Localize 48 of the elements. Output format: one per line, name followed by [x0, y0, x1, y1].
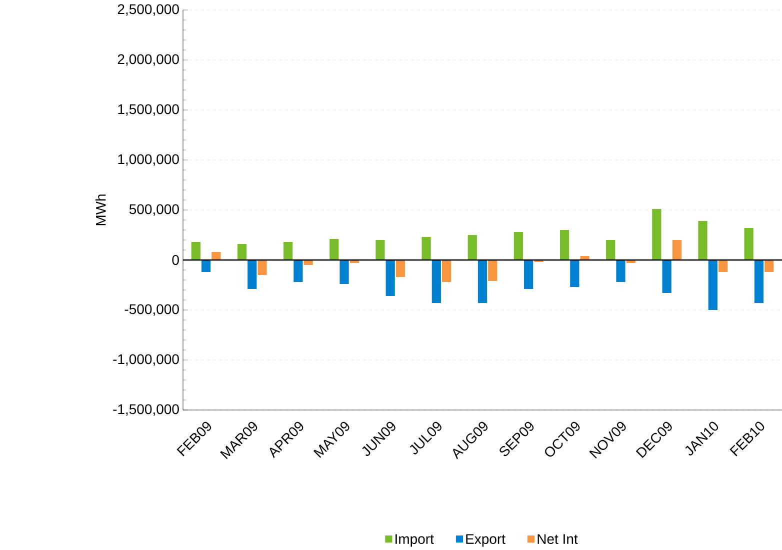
y-tick-label: 2,500,000: [118, 4, 179, 16]
y-tick-label: 2,000,000: [118, 54, 179, 66]
bar: [652, 209, 662, 260]
bar: [432, 260, 441, 303]
bar: [442, 260, 452, 282]
legend-label: Import: [396, 534, 434, 547]
bar: [514, 232, 524, 260]
y-axis-title: MWh: [96, 194, 106, 226]
bar: [468, 235, 477, 260]
legend-label: Net Int: [538, 534, 578, 544]
bar: [422, 237, 431, 260]
bar: [524, 260, 534, 289]
bar: [570, 260, 580, 287]
bar: [201, 260, 211, 272]
bar: [560, 230, 570, 260]
bar: [396, 260, 406, 277]
bar: [718, 260, 728, 272]
y-tick-label: 500,000: [129, 204, 179, 216]
bar: [330, 239, 339, 260]
bar: [340, 260, 349, 284]
bar: [212, 252, 221, 260]
bar: [708, 260, 718, 310]
bar: [744, 228, 754, 260]
bar: [662, 260, 672, 293]
bar: [258, 260, 267, 275]
bar: [488, 260, 498, 281]
bar: [478, 260, 488, 303]
bar: [672, 240, 682, 260]
bar: [294, 260, 303, 282]
bar: [754, 260, 764, 303]
bar: [764, 260, 774, 272]
y-tick-label: -1,500,000: [113, 404, 179, 416]
y-tick-label: -500,000: [124, 304, 179, 316]
bar: [237, 244, 247, 260]
bar: [191, 242, 200, 260]
y-tick-label: -1,000,000: [113, 354, 179, 366]
bar: [376, 240, 385, 260]
y-tick-label: 0: [172, 255, 179, 265]
y-tick-label: 1,000,000: [118, 154, 179, 166]
bar: [283, 242, 293, 260]
bar: [386, 260, 395, 296]
legend-label: Export: [466, 534, 506, 547]
bar: [248, 260, 257, 289]
bar: [698, 221, 708, 260]
bar: [616, 260, 626, 282]
bar: [580, 256, 590, 260]
y-tick-label: 1,500,000: [118, 104, 179, 116]
bar: [606, 240, 616, 260]
